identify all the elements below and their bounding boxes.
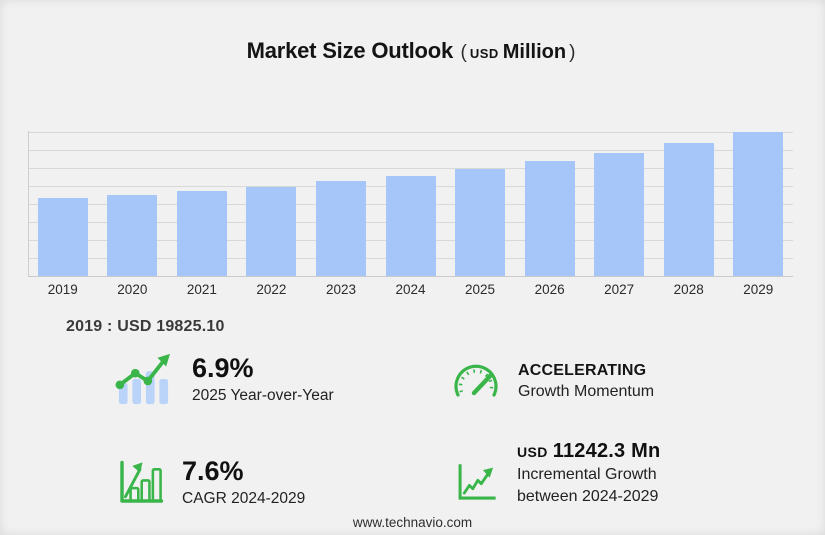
year-label-2020: 2020	[117, 282, 148, 297]
gridline	[28, 168, 793, 169]
speedometer-icon	[452, 362, 500, 402]
year-label-2025: 2025	[465, 282, 496, 297]
gridline	[28, 276, 793, 277]
gridline	[28, 150, 793, 151]
year-label-2028: 2028	[673, 282, 704, 297]
bar-slot	[306, 131, 376, 276]
bar-slot	[584, 131, 654, 276]
bar-slot	[237, 131, 307, 276]
line-chart-arrow-icon	[455, 460, 499, 504]
title-paren-open: (	[460, 42, 467, 63]
momentum-label: Growth Momentum	[518, 383, 655, 400]
chart-bar-2025	[455, 169, 506, 276]
bar-slot	[445, 131, 515, 276]
incremental-label-line1: Incremental Growth	[517, 466, 657, 483]
bar-slot	[98, 131, 168, 276]
chart-bar-2023	[315, 181, 366, 276]
page-title: Market Size Outlook (USD Million)	[0, 38, 825, 64]
year-label-2023: 2023	[325, 282, 356, 297]
footer-link[interactable]: www.technavio.com	[352, 515, 473, 530]
footer: www.technavio.com	[0, 515, 825, 530]
chart-bar-2029	[733, 132, 784, 276]
bar-slot	[28, 131, 98, 276]
momentum-value: ACCELERATING	[518, 362, 647, 379]
title-currency: USD	[469, 46, 499, 61]
stat-cagr: 7.6% CAGR 2024-2029	[116, 456, 305, 509]
chart-bar-2022	[246, 187, 297, 276]
plot-area	[28, 131, 793, 277]
year-label-2022: 2022	[256, 282, 287, 297]
chart-bar-2026	[524, 161, 575, 276]
growth-chart-icon	[116, 459, 164, 507]
stat-momentum: ACCELERATING Growth Momentum	[452, 360, 654, 403]
bar-slot	[167, 131, 237, 276]
year-label-2029: 2029	[743, 282, 774, 297]
title-unit: Million	[502, 41, 567, 63]
bar-chart-trend-icon	[112, 352, 174, 406]
yoy-value: 6.9%	[192, 352, 254, 383]
labels-row: 2019 2020 2021 2022 2023 2024 2025 2026 2027 2028…	[28, 282, 793, 297]
yoy-label: 2025 Year-over-Year	[192, 386, 334, 404]
chart-bar-2028	[663, 143, 714, 276]
year-label-2024: 2024	[395, 282, 426, 297]
incremental-currency: USD	[517, 444, 548, 460]
year-label-2019: 2019	[47, 282, 78, 297]
incremental-amount: 11242.3 Mn	[552, 440, 661, 462]
incremental-value: USD 11242.3 Mn	[517, 440, 660, 464]
year-label-2021: 2021	[186, 282, 217, 297]
bar-slot	[654, 131, 724, 276]
chart-bar-2019	[37, 198, 88, 276]
title-main: Market Size Outlook	[246, 38, 454, 63]
bar-slot	[515, 131, 585, 276]
chart-bar-2021	[176, 191, 227, 276]
gridline	[28, 132, 793, 133]
year-label-2027: 2027	[604, 282, 635, 297]
base-year-note: 2019 : USD 19825.10	[66, 318, 225, 335]
cagr-value: 7.6%	[182, 456, 244, 486]
y-axis-line	[28, 131, 29, 276]
year-label-2026: 2026	[534, 282, 565, 297]
title-paren-close: )	[569, 42, 576, 63]
chart-bar-2027	[594, 153, 645, 276]
stat-yoy: 6.9% 2025 Year-over-Year	[112, 352, 334, 406]
bar-slot	[376, 131, 446, 276]
chart-bar-2020	[107, 195, 158, 276]
bars-row	[28, 131, 793, 276]
cagr-label: CAGR 2024-2029	[182, 490, 306, 507]
incremental-label-line2: between 2024-2029	[517, 488, 659, 505]
bar-slot	[723, 131, 793, 276]
stat-incremental: USD 11242.3 Mn Incremental Growth between…	[455, 440, 660, 508]
chart-bar-2024	[385, 176, 436, 276]
